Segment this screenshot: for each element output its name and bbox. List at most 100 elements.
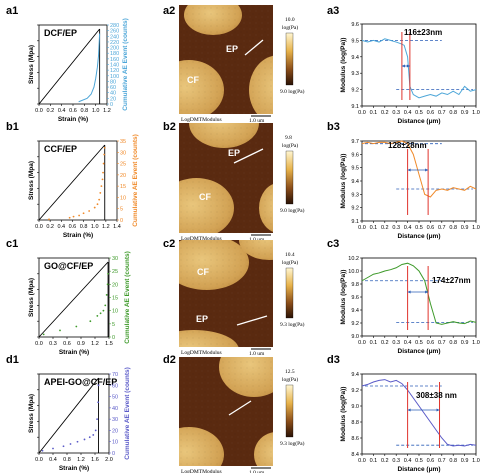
modulus-profile-b3: 128±28nm 0.0 0.1 0.2 0.3 0.4 0.5 0.6 0.7 0.8 0.9 1.… xyxy=(340,139,480,240)
x-tick-label: 1.2 xyxy=(77,457,85,463)
y2-tick-label: 15 xyxy=(112,296,118,302)
ae-point xyxy=(104,304,107,307)
y2-tick-label: 20 xyxy=(112,428,118,434)
x-tick-label: 0.3 xyxy=(392,458,400,464)
panel-label-d2: d2 xyxy=(163,354,176,366)
x-tick-label: 0.9 xyxy=(461,340,469,346)
x-tick-label: 0.4 xyxy=(58,108,66,114)
x-tick-label: 0.8 xyxy=(449,225,457,231)
y-tick-label: 9.6 xyxy=(351,152,359,158)
y-axis-label: Modulus (log(Pa)) xyxy=(340,154,347,209)
y2-tick-label: 100 xyxy=(110,74,119,80)
x-tick-label: 0.1 xyxy=(370,340,378,346)
x-tick-label: 0.1 xyxy=(370,110,378,116)
interphase-thickness-label: 116±23nm xyxy=(404,28,442,37)
chart-title: GO@CF/EP xyxy=(44,261,93,271)
y-tick-label: 9.2 xyxy=(351,206,359,212)
y2-tick-label: 260 xyxy=(110,29,119,35)
x-tick-label: 1.0 xyxy=(472,225,480,231)
colorbar-max: 10.0 xyxy=(285,17,295,23)
y-tick-label: 9.1 xyxy=(351,219,359,225)
x-tick-label: 0.7 xyxy=(438,340,446,346)
scale-bar-label: 1.0 um xyxy=(249,351,265,357)
afm-caption: LogDMTModulus xyxy=(181,469,222,473)
ae-point xyxy=(102,171,104,174)
y-tick-label: 9.8 xyxy=(351,282,359,288)
colorbar-max: 12.5 xyxy=(285,369,295,375)
panel-label-a2: a2 xyxy=(163,5,175,17)
y2-tick-label: 80 xyxy=(110,79,116,85)
x-tick-label: 0.9 xyxy=(461,225,469,231)
x-tick-label: 1.5 xyxy=(105,341,113,347)
x-tick-label: 0.3 xyxy=(392,225,400,231)
y-tick-label: 10.0 xyxy=(348,269,359,275)
x-tick-label: 0.4 xyxy=(404,110,412,116)
y2-tick-label: 140 xyxy=(110,63,119,69)
ae-point xyxy=(92,434,95,436)
x-tick-label: 0.1 xyxy=(370,225,378,231)
y2-tick-label: 280 xyxy=(110,23,119,29)
panel-label-b2: b2 xyxy=(163,121,176,133)
y2-tick-label: 35 xyxy=(120,139,126,145)
panel-label-c3: c3 xyxy=(327,238,339,250)
ae-point xyxy=(103,146,106,149)
y-tick-label: 9.0 xyxy=(351,404,359,410)
y2-tick-label: 20 xyxy=(110,96,116,102)
interphase-thickness-label: 308±38 nm xyxy=(416,391,457,400)
x-tick-label: 0.9 xyxy=(461,110,469,116)
x-tick-label: 0.9 xyxy=(77,341,85,347)
x-tick-label: 0.6 xyxy=(69,224,77,230)
ae-point xyxy=(72,215,75,218)
panel-label-c1: c1 xyxy=(6,238,18,250)
ae-point xyxy=(93,206,96,209)
y-axis-label: Stress (Mpa) xyxy=(28,161,35,200)
scale-bar-label: 1.0 um xyxy=(249,470,265,473)
chart-title: DCF/EP xyxy=(44,28,77,38)
y2-tick-label: 200 xyxy=(110,46,119,52)
interphase-thickness-label: 128±28nm xyxy=(388,141,427,150)
y2-tick-label: 0 xyxy=(112,451,115,457)
chart-title: CCF/EP xyxy=(44,144,77,154)
y-axis-label: Modulus (log(Pa)) xyxy=(340,270,347,325)
ae-point xyxy=(62,445,65,448)
afm-caption: LogDMTModulus xyxy=(181,117,222,123)
x-tick-label: 0.5 xyxy=(415,225,423,231)
x-tick-label: 1.2 xyxy=(102,224,110,230)
x-tick-label: 1.0 xyxy=(472,110,480,116)
x-tick-label: 0.8 xyxy=(449,458,457,464)
y-axis-label: Stress (Mpa) xyxy=(28,45,35,84)
y2-tick-label: 180 xyxy=(110,51,119,57)
y2-axis-label: Cumulative AE Event (counts) xyxy=(124,367,131,460)
region-label-cf: CF xyxy=(199,192,211,202)
x-axis-label: Distance (μm) xyxy=(398,466,441,473)
colorbar-unit: log(Pa) xyxy=(282,259,298,266)
x-tick-label: 0.8 xyxy=(449,110,457,116)
y2-axis-label: Cumulative AE Event (counts) xyxy=(132,134,139,227)
x-tick-label: 0.8 xyxy=(81,108,89,114)
profile-line xyxy=(236,315,268,326)
ae-point xyxy=(88,210,91,212)
ae-point xyxy=(75,325,78,328)
y2-tick-label: 0 xyxy=(112,335,115,341)
ae-point xyxy=(48,218,50,221)
x-tick-label: 0.6 xyxy=(63,341,71,347)
x-tick-label: 0.8 xyxy=(449,340,457,346)
panel-label-c2: c2 xyxy=(163,238,175,250)
y2-tick-label: 5 xyxy=(112,322,115,328)
colorbar-min: 9.0 log(Pa) xyxy=(280,88,305,95)
x-axis-label: Strain (%) xyxy=(59,349,89,356)
y2-tick-label: 10 xyxy=(112,309,118,315)
x-tick-label: 0.2 xyxy=(381,458,389,464)
ae-point xyxy=(94,429,97,432)
stress-curve xyxy=(38,28,100,105)
x-tick-label: 0.2 xyxy=(46,224,54,230)
ae-point xyxy=(101,178,104,181)
y2-tick-label: 240 xyxy=(110,34,119,40)
region-label-cf: CF xyxy=(197,267,209,277)
y2-tick-label: 120 xyxy=(110,68,119,74)
ae-point xyxy=(59,329,61,332)
y2-tick-label: 15 xyxy=(120,184,126,190)
x-axis-label: Strain (%) xyxy=(58,116,88,123)
chart-title: APEI-GO@CF/EP xyxy=(44,377,117,387)
colorbar xyxy=(285,384,294,438)
